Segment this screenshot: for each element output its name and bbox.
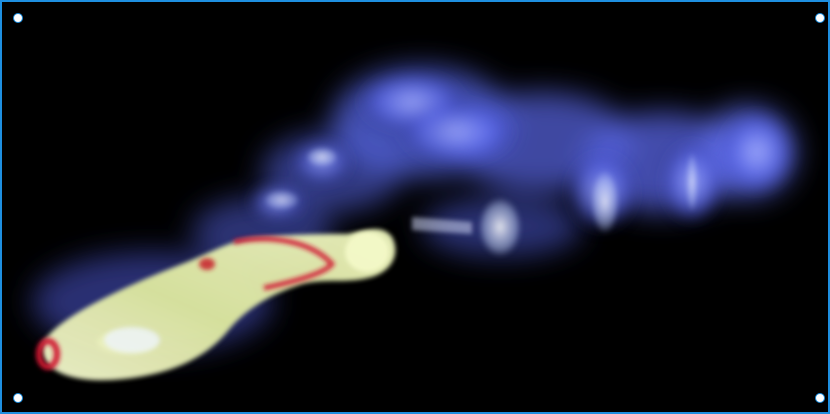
plume-red-edges	[36, 236, 336, 370]
plume-core	[42, 229, 396, 381]
corner-handle-bottom-right[interactable]	[815, 393, 825, 403]
corner-handle-bottom-left[interactable]	[13, 393, 23, 403]
corner-handle-top-right[interactable]	[815, 13, 825, 23]
corner-handle-top-left[interactable]	[13, 13, 23, 23]
